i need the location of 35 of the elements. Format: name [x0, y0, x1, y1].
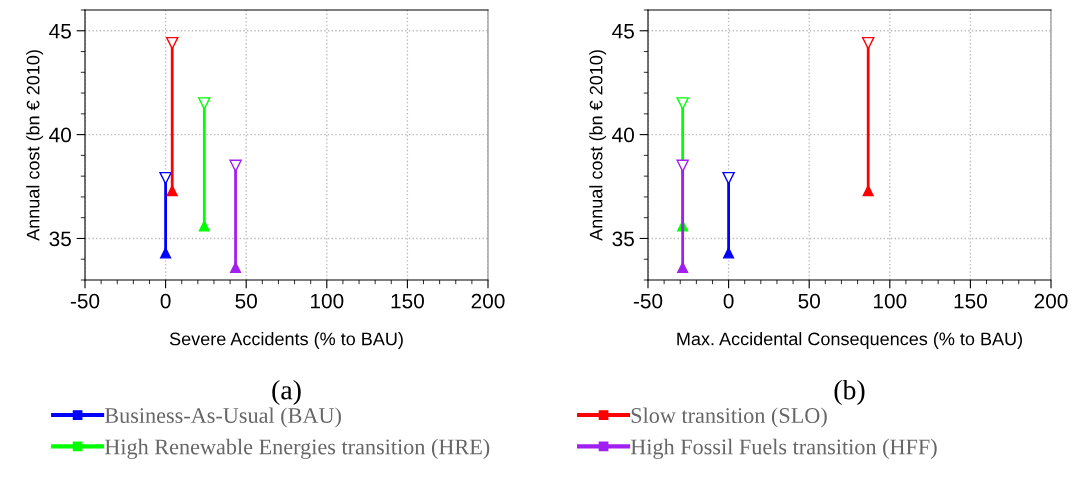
x-tick-label: -50 — [633, 293, 663, 309]
point — [677, 261, 689, 274]
y-tick-label: 35 — [49, 231, 71, 247]
y-axis-title: Annual cost (bn € 2010) — [589, 50, 607, 241]
y-tick-label: 45 — [49, 23, 71, 39]
y-tick-label: 35 — [612, 231, 634, 247]
x-axis-title: Severe Accidents (% to BAU) — [169, 332, 403, 349]
x-tick-label: 100 — [874, 293, 907, 309]
x-tick-label: 50 — [798, 293, 820, 309]
text: (b) — [834, 379, 865, 406]
x-tick-label: 0 — [160, 293, 171, 309]
y-tick-label: 45 — [612, 23, 634, 39]
text: (a) — [272, 379, 301, 406]
legend-label: High Renewable Energies transition (HRE) — [104, 438, 490, 459]
point — [166, 185, 178, 197]
point — [723, 247, 735, 259]
x-tick-label: -50 — [70, 293, 100, 309]
x-tick-label: 0 — [723, 293, 734, 309]
x-tick-label: 50 — [235, 293, 257, 309]
x-tick-label: 100 — [311, 293, 344, 309]
x-tick-label: 200 — [1034, 293, 1068, 309]
legend-label: Business-As-Usual (BAU) — [104, 407, 341, 428]
x-axis-title: Max. Accidental Consequences (% to BAU) — [677, 332, 1023, 349]
legend-label: Slow transition (SLO) — [631, 407, 827, 428]
point — [862, 185, 874, 197]
point — [198, 220, 210, 232]
x-tick-label: 150 — [954, 293, 987, 309]
point — [230, 261, 242, 274]
y-axis-title: Annual cost (bn € 2010) — [26, 50, 44, 241]
x-tick-label: 150 — [391, 293, 424, 309]
legend-label: High Fossil Fuels transition (HFF) — [630, 438, 937, 459]
x-tick-label: 200 — [471, 293, 505, 309]
y-tick-label: 40 — [49, 127, 71, 143]
point — [160, 247, 172, 259]
y-tick-label: 40 — [612, 127, 634, 143]
